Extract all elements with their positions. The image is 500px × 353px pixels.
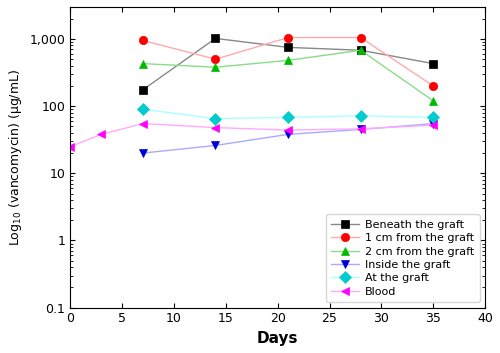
1 cm from the graft	[140, 38, 146, 43]
Inside the graft	[140, 151, 146, 155]
Beneath the graft	[140, 88, 146, 92]
At the graft	[358, 114, 364, 118]
Legend: Beneath the graft, 1 cm from the graft, 2 cm from the graft, Inside the graft, A: Beneath the graft, 1 cm from the graft, …	[326, 214, 480, 302]
2 cm from the graft	[140, 61, 146, 66]
Inside the graft	[212, 143, 218, 148]
2 cm from the graft	[430, 99, 436, 103]
Blood	[140, 121, 146, 126]
Inside the graft	[430, 121, 436, 126]
Blood	[67, 144, 73, 149]
Line: Inside the graft: Inside the graft	[138, 119, 438, 157]
Line: 2 cm from the graft: 2 cm from the graft	[138, 46, 438, 105]
Line: Beneath the graft: Beneath the graft	[138, 34, 438, 94]
1 cm from the graft	[212, 57, 218, 61]
Blood	[358, 127, 364, 131]
1 cm from the graft	[285, 35, 291, 40]
Inside the graft	[358, 127, 364, 132]
1 cm from the graft	[358, 35, 364, 40]
Line: Blood: Blood	[66, 119, 438, 151]
At the graft	[285, 115, 291, 120]
Inside the graft	[285, 132, 291, 137]
Blood	[285, 128, 291, 132]
Beneath the graft	[358, 48, 364, 52]
X-axis label: Days: Days	[257, 331, 298, 346]
2 cm from the graft	[358, 48, 364, 52]
2 cm from the graft	[285, 58, 291, 62]
Blood	[430, 123, 436, 127]
At the graft	[140, 107, 146, 111]
Line: 1 cm from the graft: 1 cm from the graft	[138, 34, 438, 90]
Line: At the graft: At the graft	[138, 105, 438, 123]
1 cm from the graft	[430, 84, 436, 88]
Blood	[98, 132, 104, 137]
Beneath the graft	[430, 61, 436, 66]
2 cm from the graft	[212, 65, 218, 69]
At the graft	[430, 115, 436, 120]
Y-axis label: Log$_{10}$ (vancomycin) (µg/mL): Log$_{10}$ (vancomycin) (µg/mL)	[7, 69, 24, 246]
Beneath the graft	[285, 45, 291, 49]
At the graft	[212, 116, 218, 121]
Blood	[212, 125, 218, 130]
Beneath the graft	[212, 36, 218, 41]
